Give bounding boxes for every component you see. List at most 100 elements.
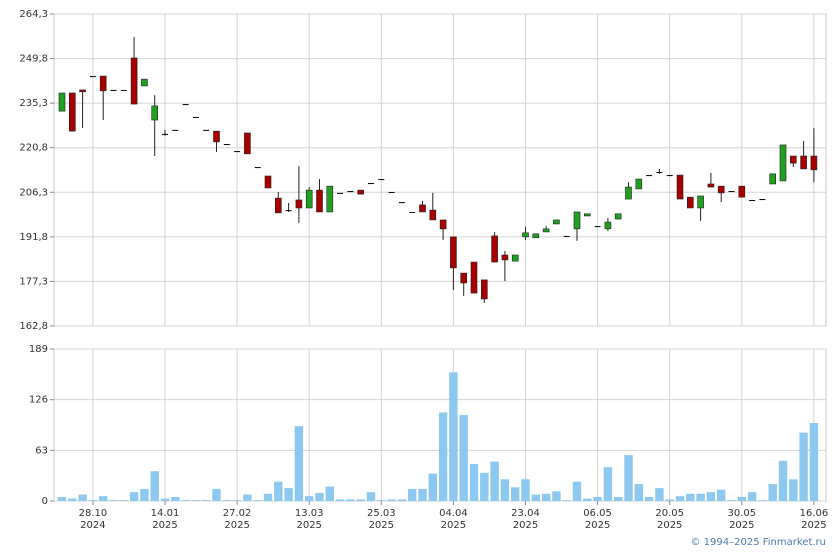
x-tick-year: 2025 — [296, 520, 321, 531]
candle-body — [553, 219, 560, 225]
candle-body — [759, 199, 766, 201]
y-tick-label: 264,3 — [19, 9, 48, 20]
x-tick-label: 28.10 — [79, 508, 108, 519]
volume-bar — [706, 492, 716, 501]
y-tick-label: 126 — [29, 395, 48, 406]
volume-bar — [789, 479, 798, 501]
x-tick-label: 06.05 — [583, 508, 612, 519]
y-tick-label: 63 — [35, 445, 48, 456]
volume-bar — [438, 412, 448, 501]
candle-body — [79, 89, 86, 93]
candle-body — [223, 144, 230, 146]
y-tick-label: 189 — [29, 344, 48, 355]
candle-body — [646, 175, 653, 177]
volume-bar — [88, 500, 98, 501]
candle-body — [769, 173, 777, 185]
x-tick-label: 20.05 — [655, 508, 684, 519]
candle-body — [398, 202, 405, 204]
candle-body — [728, 191, 735, 193]
candle-body — [604, 221, 612, 230]
x-tick-label: 27.02 — [223, 508, 252, 519]
candle-body — [89, 76, 96, 78]
volume-bar — [624, 455, 633, 501]
volume-bar — [593, 496, 602, 501]
volume-bar — [490, 461, 499, 501]
volume-bar — [253, 500, 262, 501]
volume-bar — [768, 484, 777, 501]
volume-bar — [799, 432, 808, 501]
volume-bar — [68, 498, 77, 501]
candle-body — [357, 189, 365, 195]
volume-bar — [408, 488, 417, 501]
candle-body — [707, 183, 715, 188]
volume-bar — [284, 488, 293, 501]
candle-body — [162, 133, 168, 135]
volume-bar — [140, 488, 149, 501]
volume-bar — [758, 500, 767, 501]
volume-bar — [511, 487, 520, 501]
candle-body — [213, 130, 220, 143]
volume-bar — [397, 499, 407, 501]
candle-body — [295, 199, 303, 209]
volume-bar — [366, 492, 376, 501]
volume-bar — [387, 499, 396, 501]
volume-bar — [747, 492, 757, 501]
volume-bar — [160, 498, 170, 501]
volume-bar — [377, 500, 386, 501]
y-tick-label: 249,8 — [19, 54, 48, 65]
volume-bar — [727, 500, 736, 501]
volume-bar — [562, 500, 571, 501]
candle-body — [120, 89, 127, 91]
candle-body — [439, 219, 447, 230]
volume-bar — [191, 500, 201, 501]
volume-bar — [109, 500, 118, 501]
candle-body — [573, 211, 581, 230]
candle-body — [450, 236, 457, 269]
volume-bar — [263, 493, 273, 501]
candle-body — [172, 129, 179, 131]
candle-body — [532, 233, 540, 239]
candle-body — [470, 261, 478, 294]
candle-body — [429, 209, 437, 221]
candle-body — [234, 151, 241, 153]
candle-body — [511, 254, 519, 262]
candle-body — [192, 116, 199, 118]
candle-body — [594, 226, 601, 228]
candle-body — [305, 189, 313, 209]
candle-body — [779, 144, 787, 182]
plot-frame — [53, 13, 827, 327]
candle-body — [697, 195, 704, 209]
volume-bar — [202, 500, 211, 501]
volume-bar — [469, 464, 479, 501]
candle-body — [264, 175, 272, 189]
candle-body — [337, 192, 344, 194]
candle-body — [800, 155, 807, 170]
volume-bar — [315, 492, 324, 501]
volume-bar — [686, 493, 695, 501]
candle-body — [326, 185, 334, 213]
candle-body — [58, 92, 66, 112]
x-tick-label: 25.03 — [367, 508, 396, 519]
volume-bar — [521, 479, 530, 501]
candle-body — [810, 155, 818, 171]
x-tick-label: 14.01 — [151, 508, 180, 519]
volume-bar — [222, 500, 231, 501]
volume-bar — [572, 481, 582, 501]
candle-body — [347, 191, 354, 193]
volume-bar — [634, 484, 643, 501]
volume-bar — [212, 488, 221, 501]
candle-body — [110, 89, 117, 91]
candle-body — [522, 232, 529, 238]
volume-bar — [552, 491, 561, 501]
x-tick-label: 04.04 — [439, 508, 468, 519]
volume-bar — [809, 422, 819, 501]
x-tick-label: 16.06 — [800, 508, 829, 519]
candle-body — [316, 189, 323, 213]
candle-body — [480, 279, 488, 300]
candle-body — [676, 174, 684, 200]
x-tick-label: 13.03 — [295, 508, 324, 519]
x-tick-year: 2025 — [369, 520, 394, 531]
candle-body — [69, 92, 76, 132]
candle-body — [501, 254, 509, 261]
volume-bar — [449, 372, 458, 501]
